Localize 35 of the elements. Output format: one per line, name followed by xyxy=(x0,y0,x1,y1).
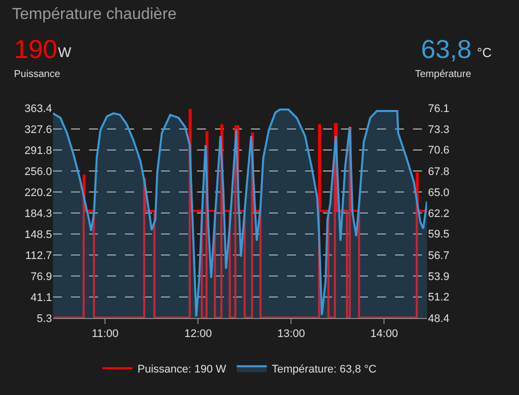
y-tick-label: 291.8 xyxy=(24,144,52,157)
y-tick-label: 220.2 xyxy=(24,186,52,199)
y-tick-label: 5.3 xyxy=(36,312,52,325)
y-tick-label: 76.9 xyxy=(30,270,52,283)
y2-tick-label: 51.2 xyxy=(428,292,450,304)
y-tick-label: 148.5 xyxy=(24,228,52,241)
y-tick-label: 327.6 xyxy=(24,124,52,136)
y2-tick-label: 70.6 xyxy=(428,144,450,157)
y2-tick-label: 76.1 xyxy=(428,102,450,115)
text: Température xyxy=(415,69,472,80)
legend-label: Température: 63,8 °C xyxy=(272,363,376,376)
y2-tick-label: 53.9 xyxy=(428,271,450,284)
y2-tick-label: 59.5 xyxy=(428,228,450,241)
legend-label: Puissance: 190 W xyxy=(138,363,227,376)
x-tick-label: 11:00 xyxy=(92,328,118,340)
y-tick-label: 41.1 xyxy=(30,292,52,304)
text: Puissance xyxy=(14,69,61,80)
x-tick-label: 12:00 xyxy=(184,328,212,340)
y2-tick-label: 62.2 xyxy=(428,208,450,220)
y2-tick-label: 56.7 xyxy=(428,250,450,262)
text: °C xyxy=(477,45,492,60)
chart-title: Température chaudière xyxy=(12,6,177,24)
y2-tick-label: 65.0 xyxy=(428,187,450,199)
text: 190 xyxy=(14,34,58,64)
x-tick-label: 14:00 xyxy=(370,328,398,340)
x-tick-label: 13:00 xyxy=(277,328,305,340)
y-tick-label: 112.7 xyxy=(25,250,52,262)
y2-tick-label: 73.3 xyxy=(428,124,450,136)
text: 63,8 xyxy=(421,34,472,64)
y-tick-label: 256.0 xyxy=(24,166,52,178)
text: W xyxy=(58,44,72,60)
y2-tick-label: 48.4 xyxy=(428,312,450,325)
y2-tick-label: 67.8 xyxy=(428,166,450,178)
y-tick-label: 184.3 xyxy=(24,208,52,220)
y-tick-label: 363.4 xyxy=(24,102,52,115)
